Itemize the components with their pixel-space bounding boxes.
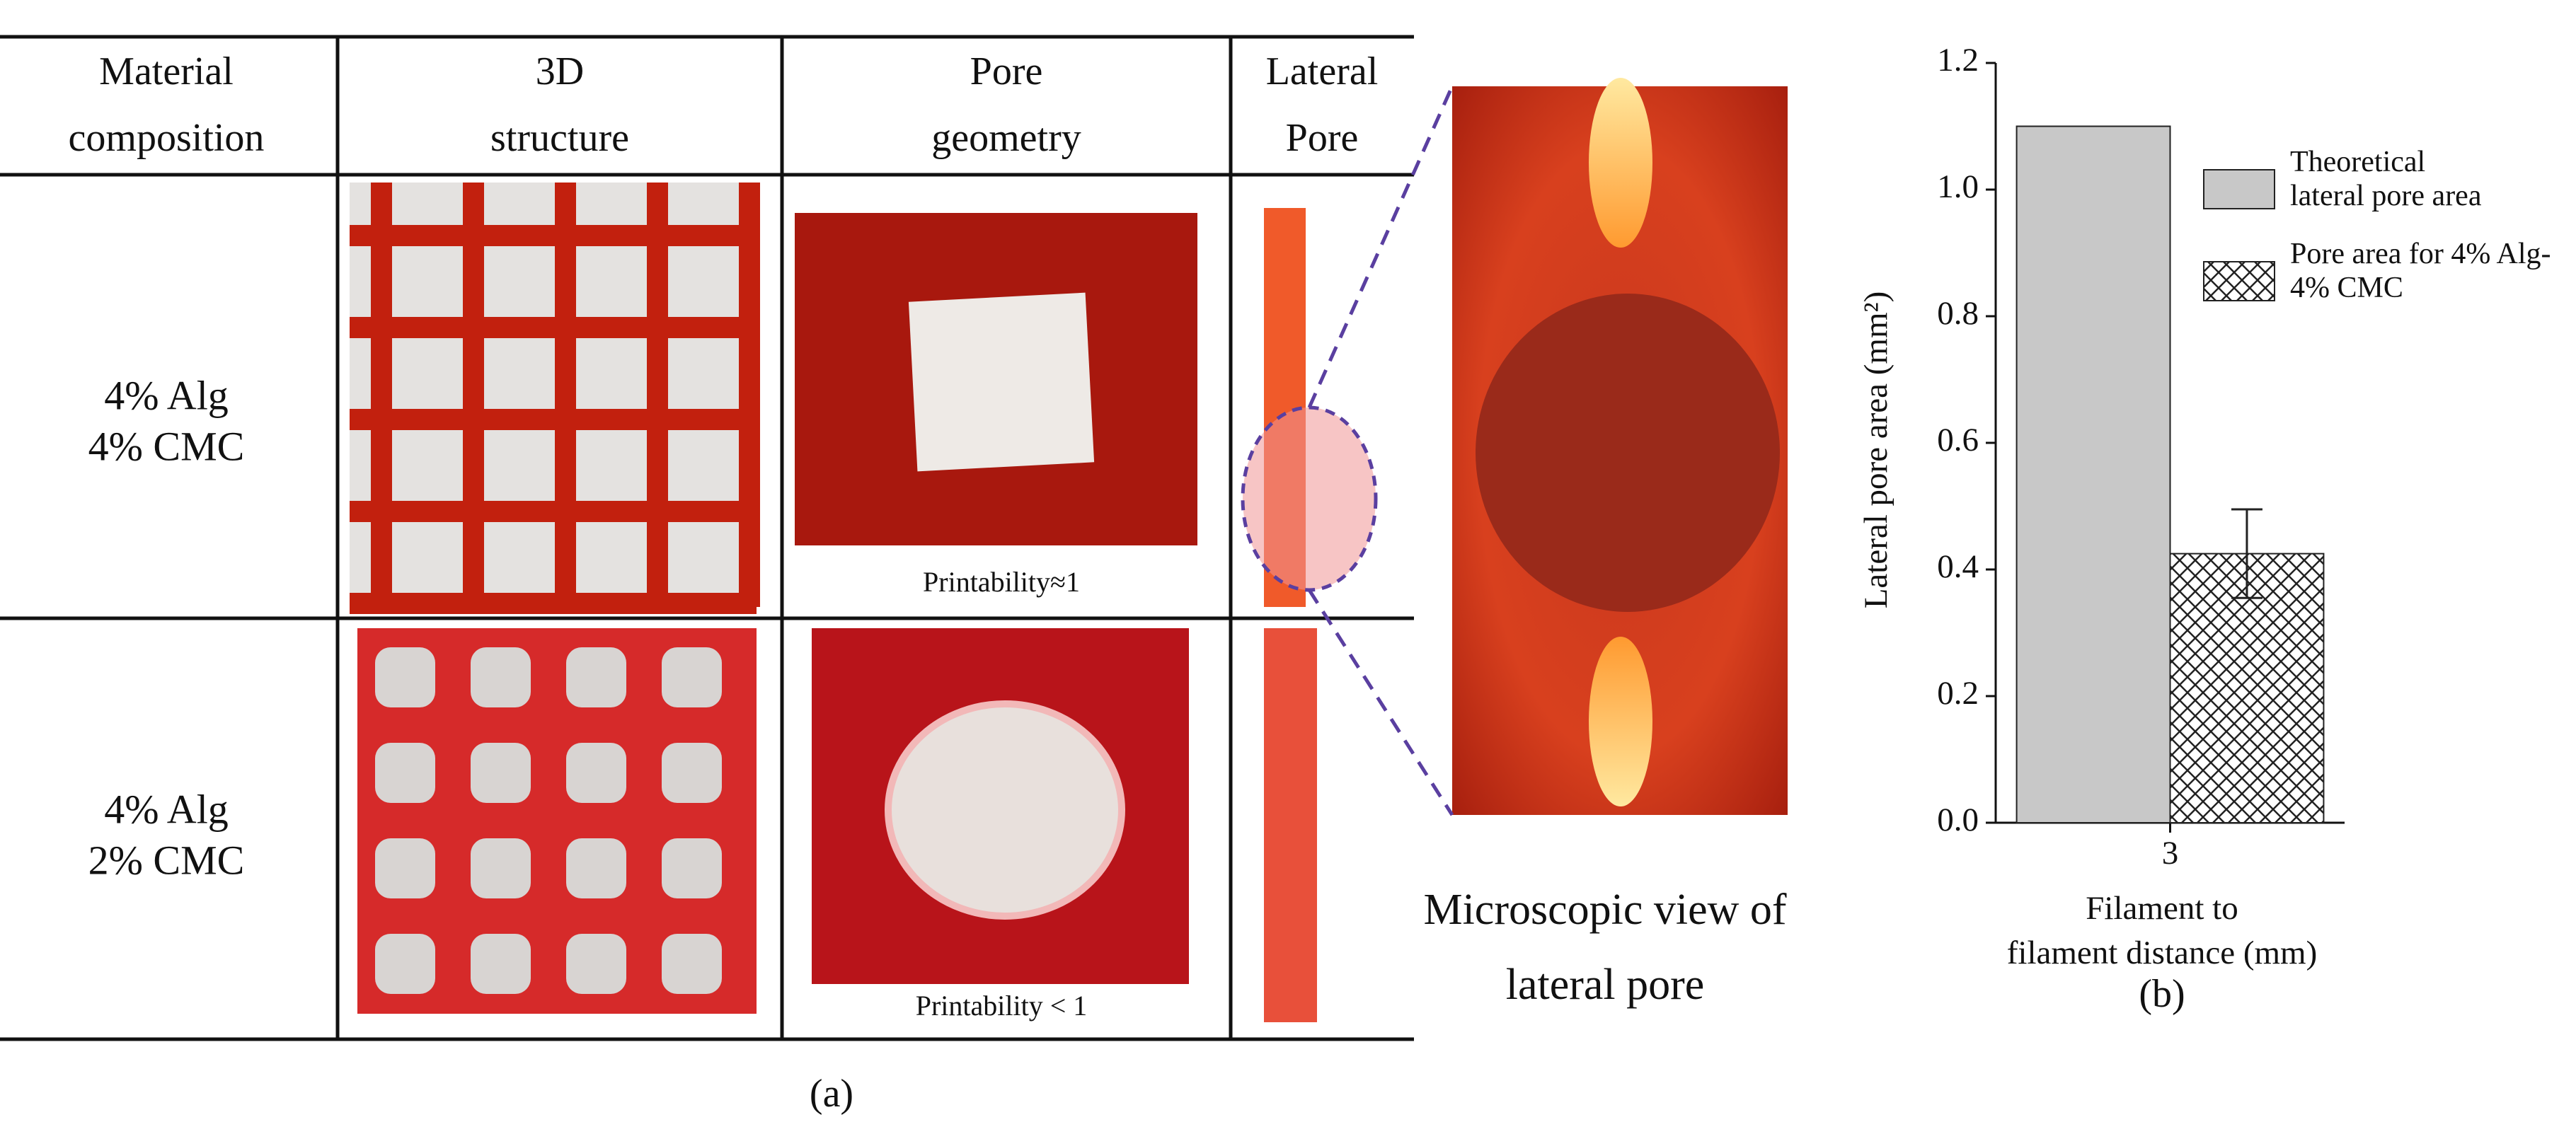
photo-detail <box>350 593 757 614</box>
y-tick-label: 0.4 <box>1937 548 1979 585</box>
legend-swatch <box>2203 261 2275 301</box>
zoom-line <box>1307 85 1454 409</box>
micro-caption: Microscopic view of <box>1423 886 1786 934</box>
photo-detail <box>375 743 435 803</box>
y-tick-label: 0.6 <box>1937 422 1979 458</box>
table-header: Pore <box>1286 116 1359 160</box>
photo-detail <box>350 317 757 338</box>
legend-swatch <box>2203 169 2275 209</box>
glow <box>1589 78 1652 248</box>
legend-label: Pore area for 4% Alg-4% CMC <box>2290 238 2551 304</box>
photo-detail <box>566 838 626 898</box>
table-header: geometry <box>931 116 1081 160</box>
composition-label: 2% CMC <box>88 837 245 883</box>
magnify-ring <box>1241 405 1378 592</box>
bar <box>2016 125 2171 823</box>
table-header: Lateral <box>1266 50 1379 93</box>
composition-label: 4% CMC <box>88 423 245 469</box>
photo-detail <box>375 647 435 707</box>
photo-detail <box>463 183 484 607</box>
micro-caption: lateral pore <box>1506 961 1705 1009</box>
photo-detail <box>375 838 435 898</box>
panel-label: (b) <box>2139 972 2185 1016</box>
zoom-line <box>1307 589 1454 816</box>
photo-detail <box>662 934 722 994</box>
photo-detail <box>471 838 531 898</box>
photo-3d-structure <box>350 183 757 607</box>
photo-detail <box>662 838 722 898</box>
photo-detail <box>566 647 626 707</box>
y-tick-label: 0.8 <box>1937 295 1979 332</box>
photo-detail <box>662 647 722 707</box>
y-tick-label: 1.2 <box>1937 42 1979 79</box>
panel-label: (a) <box>810 1072 853 1116</box>
printability-caption: Printability≈1 <box>923 566 1080 598</box>
photo-detail <box>471 743 531 803</box>
composition-label: 4% Alg <box>104 372 229 418</box>
x-axis-title: Filament to <box>2086 890 2238 927</box>
photo-detail <box>471 934 531 994</box>
photo-detail <box>350 501 757 522</box>
composition-label: 4% Alg <box>104 786 229 832</box>
photo-detail <box>647 183 668 607</box>
photo-detail <box>739 183 760 607</box>
photo-detail <box>371 183 392 607</box>
y-tick-label: 0.2 <box>1937 675 1979 712</box>
photo-lateral-pore <box>1264 628 1317 1022</box>
table-header: structure <box>490 116 629 160</box>
pore <box>885 700 1125 920</box>
pore <box>1476 294 1780 612</box>
photo-detail <box>350 225 757 246</box>
table-lines <box>0 35 1414 1041</box>
printability-caption: Printability < 1 <box>916 990 1088 1022</box>
photo-detail <box>662 743 722 803</box>
photo-detail <box>350 409 757 430</box>
photos <box>350 78 1788 1022</box>
glow <box>1589 637 1652 806</box>
photo-detail <box>555 183 576 607</box>
x-tick-label: 3 <box>2162 835 2179 872</box>
photo-detail <box>471 647 531 707</box>
photo-detail <box>375 934 435 994</box>
photo-detail <box>566 934 626 994</box>
error-bar <box>2231 508 2262 599</box>
y-tick-label: 1.0 <box>1937 168 1979 205</box>
y-tick-label: 0.0 <box>1937 802 1979 838</box>
table-header: 3D <box>536 50 584 93</box>
x-axis-title: filament distance (mm) <box>2007 935 2318 971</box>
legend-label: Theoretical lateral pore area <box>2290 146 2482 212</box>
photo-detail <box>566 743 626 803</box>
table-header: Pore <box>970 50 1043 93</box>
y-axis-title: Lateral pore area (mm²) <box>1858 291 1894 609</box>
table-header: composition <box>69 116 265 160</box>
pore <box>908 292 1095 472</box>
table-header: Material <box>99 50 234 93</box>
